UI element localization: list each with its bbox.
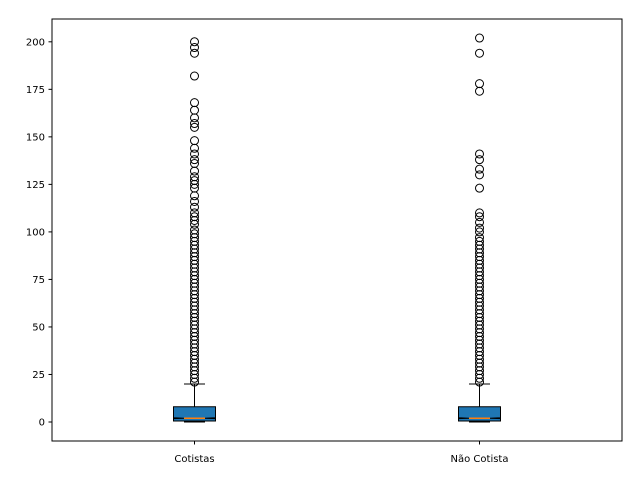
plot-frame [51, 18, 623, 442]
outlier-point [475, 33, 484, 43]
x-tick-label: Não Cotista [451, 454, 509, 465]
box-group [173, 37, 216, 423]
outlier-point [475, 86, 484, 96]
outlier-point [475, 48, 484, 58]
outlier-point [190, 196, 199, 206]
x-tick-label: Cotistas [174, 454, 214, 465]
outlier-point [190, 143, 199, 153]
boxes [173, 33, 501, 423]
outlier-point [475, 183, 484, 193]
outlier-point [475, 164, 484, 174]
outlier-point [190, 122, 199, 132]
outlier-point [475, 170, 484, 180]
outlier-point [190, 119, 199, 129]
outlier-point [190, 37, 199, 47]
y-tick-label: 200 [26, 37, 45, 48]
outlier-point [190, 179, 199, 189]
y-tick-label: 150 [26, 132, 45, 143]
outlier-point [475, 155, 484, 165]
outlier-point [475, 212, 484, 222]
outlier-point [475, 227, 484, 237]
outlier-point [190, 155, 199, 165]
outlier-point [190, 219, 199, 229]
plot-background [52, 19, 622, 441]
box-group [458, 33, 501, 423]
outlier-point [190, 48, 199, 58]
y-tick-label: 175 [26, 85, 45, 96]
outlier-point [475, 373, 484, 383]
y-tick-label: 50 [32, 322, 45, 333]
outlier-point [190, 202, 199, 212]
outlier-point [475, 149, 484, 159]
outlier-point [190, 149, 199, 159]
outlier-point [475, 377, 484, 387]
outlier-point [190, 71, 199, 81]
outlier-point [475, 223, 484, 233]
y-tick-label: 0 [39, 417, 45, 428]
y-tick-label: 25 [32, 370, 45, 381]
y-tick-label: 75 [32, 275, 45, 286]
outlier-point [190, 43, 199, 53]
outlier-point [190, 377, 199, 387]
outlier-point [475, 208, 484, 218]
outlier-point [190, 373, 199, 383]
x-axis: Cotistas Não Cotista [174, 441, 508, 465]
y-tick-label: 100 [26, 227, 45, 238]
outlier-point [190, 191, 199, 201]
y-tick-label: 125 [26, 180, 45, 191]
outlier-point [190, 166, 199, 176]
y-axis: 0 25 50 75 100 125 150 175 200 [26, 37, 52, 428]
outlier-point [475, 217, 484, 227]
outlier-point [190, 113, 199, 123]
outlier-point [190, 215, 199, 225]
